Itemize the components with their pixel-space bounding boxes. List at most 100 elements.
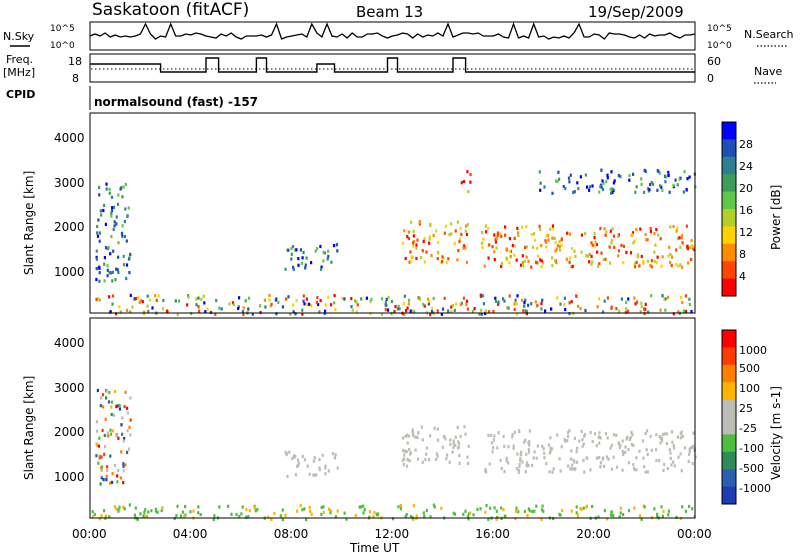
power-cell-4-149 [554, 249, 557, 253]
velocity-cell-4-153 [248, 509, 251, 513]
velocity-cell-4-213 [212, 517, 215, 522]
power-cell-2-66 [453, 242, 456, 246]
power-cell-5-86 [557, 170, 560, 174]
velocity-cell-2-4 [452, 446, 455, 450]
power-cell-4-36 [504, 233, 507, 237]
power-cell-6-201 [661, 294, 664, 298]
power-cell-5-49 [606, 176, 609, 180]
velocity-cell-0-18 [114, 390, 117, 394]
velocity-cell-2-44 [406, 441, 409, 445]
velocity-cell-4-112 [610, 510, 613, 514]
power-cell-0-79 [119, 187, 122, 191]
velocity-cell-4-177 [597, 515, 600, 519]
power-cell-4-176 [525, 245, 529, 249]
velocity-cell-4-19 [618, 515, 621, 519]
power-cell-6-187 [270, 302, 273, 306]
power-cell-0-59 [98, 185, 101, 189]
power-cell-0-73 [95, 277, 98, 282]
velocity-cell-4-71 [500, 506, 503, 510]
velocity-cell-3-24 [583, 434, 586, 438]
power-cell-6-149 [197, 296, 200, 300]
velocity-cell-3-174 [558, 457, 561, 461]
power-cell-5-13 [601, 187, 605, 192]
power-cell-4-33 [590, 254, 593, 258]
velocity-cell-2-34 [463, 425, 466, 429]
velocity-cell-4-191 [495, 517, 498, 521]
velocity-cell-4-171 [585, 504, 588, 508]
power-cell-2-26 [428, 237, 431, 241]
velocity-cell-0-73 [97, 461, 100, 465]
power-cell-4-105 [496, 233, 499, 237]
power-cell-5-15 [640, 182, 643, 186]
power-cell-6-178 [133, 297, 136, 301]
power-cell-6-64 [426, 297, 430, 301]
power-cell-4-163 [551, 256, 554, 260]
power-cell-6-162 [618, 309, 621, 313]
velocity-cell-4-146 [516, 509, 519, 513]
power-cell-6-21 [466, 307, 469, 311]
velocity-cell-3-93 [673, 464, 676, 468]
velocity-cell-3-51 [687, 459, 690, 464]
velocity-cell-4-121 [142, 514, 145, 518]
power-cell-6-59 [427, 302, 430, 306]
velocity-cell-4-54 [115, 507, 118, 511]
power-cell-4-17 [500, 234, 503, 238]
power-cell-6-268 [482, 302, 485, 306]
velocity-cell-4-96 [422, 511, 425, 515]
power-cell-0-4 [108, 187, 111, 191]
power-cell-6-58 [575, 294, 578, 298]
velocity-cell-3-206 [644, 431, 647, 436]
nsearch-label: N.Search [744, 28, 794, 41]
power-cell-4-62 [591, 260, 594, 264]
power-cell-6-209 [396, 307, 399, 311]
power-cell-6-102 [603, 299, 606, 303]
velocity-cell-2-64 [449, 438, 452, 442]
velocity-cell-0-1 [112, 413, 115, 417]
power-cell-0-13 [115, 267, 118, 271]
power-cell-0-74 [105, 182, 108, 186]
velocity-cell-3-154 [670, 463, 673, 467]
velocity-colorbar-band-0 [722, 330, 736, 348]
velocity-cell-3-127 [607, 457, 610, 461]
velocity-cell-4-13 [691, 507, 694, 511]
velocity-cell-4-59 [661, 514, 664, 518]
power-cell-6-110 [238, 296, 241, 300]
power-cell-6-63 [295, 299, 298, 303]
power-cell-0-72 [121, 195, 124, 199]
velocity-cell-3-162 [619, 443, 622, 447]
power-cell-4-145 [690, 239, 693, 243]
power-cell-4-102 [685, 224, 688, 228]
cpid-label: CPID [6, 88, 35, 101]
power-cell-6-40 [111, 294, 115, 298]
power-cell-4-3 [513, 244, 516, 248]
power-cell-4-54 [534, 238, 537, 242]
power-cell-6-88 [540, 307, 543, 311]
power-cell-4-66 [679, 245, 682, 249]
power-cell-6-272 [625, 300, 628, 304]
power-cell-4-43 [516, 231, 520, 235]
power-cell-6-41 [443, 296, 446, 300]
velocity-cell-3-94 [598, 456, 601, 460]
power-cell-1-1 [304, 263, 307, 267]
velocity-cell-0-53 [122, 439, 125, 443]
velocity-cell-2-19 [458, 453, 461, 458]
power-cell-0-21 [107, 245, 110, 250]
velocity-cell-4-214 [310, 512, 313, 516]
power-cell-4-147 [540, 244, 543, 248]
power-cell-6-154 [625, 307, 628, 311]
cpid-text: normalsound (fast) -157 [94, 95, 258, 109]
velocity-cell-0-54 [109, 454, 112, 458]
power-cell-5-12 [660, 185, 663, 189]
power-cell-4-5 [670, 263, 673, 267]
power-cell-6-188 [598, 297, 601, 301]
velocity-cell-3-197 [601, 457, 604, 461]
power-cell-4-142 [653, 260, 656, 264]
velocity-cell-1-30 [296, 458, 300, 462]
power-cell-4-70 [568, 232, 571, 236]
velocity-cell-4-24 [284, 514, 287, 518]
velocity-cell-4-211 [113, 505, 116, 509]
velocity-cell-2-43 [404, 434, 407, 438]
velocity-cell-2-59 [403, 453, 406, 457]
power-cell-4-51 [593, 244, 596, 248]
velocity-cell-2-60 [466, 455, 469, 459]
